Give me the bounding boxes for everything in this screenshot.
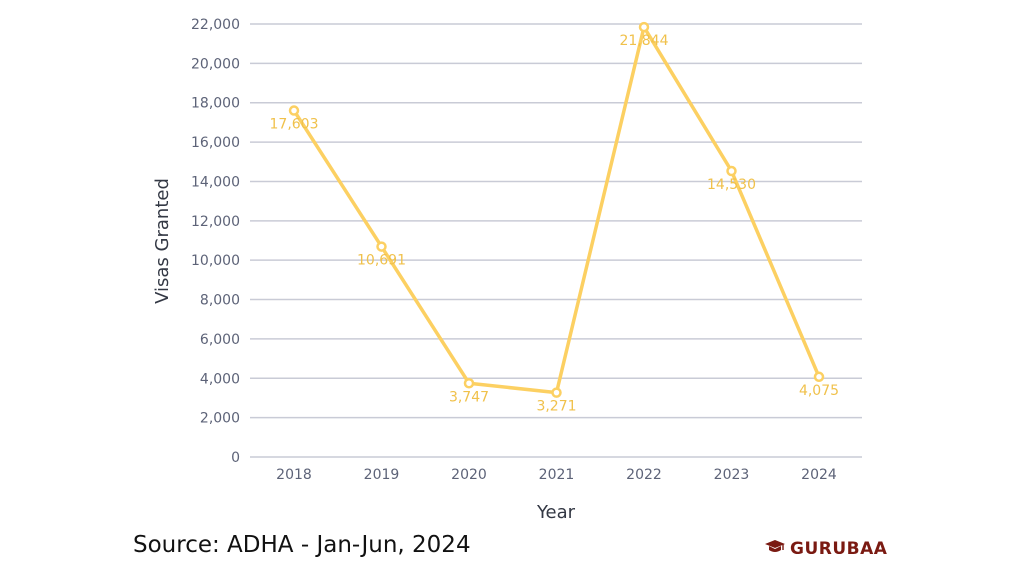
brand-logo: GURUBAA <box>764 539 887 559</box>
x-tick-label: 2019 <box>364 467 400 483</box>
grid-lines <box>250 23 862 458</box>
data-label: 3,747 <box>449 389 489 405</box>
y-tick-label: 4,000 <box>200 371 240 387</box>
series-line <box>292 25 821 395</box>
x-tick-label: 2024 <box>801 467 837 483</box>
source-caption: Source: ADHA - Jan-Jun, 2024 <box>133 532 471 558</box>
y-tick-label: 8,000 <box>200 293 240 309</box>
data-point <box>638 21 650 33</box>
data-point <box>551 387 562 398</box>
y-axis-label: Visas Granted <box>152 178 173 304</box>
x-tick-label: 2020 <box>451 467 487 483</box>
data-label: 10,691 <box>357 253 406 269</box>
y-tick-labels: 0 2,000 4,000 6,000 8,000 10,000 12,000 14,000 1… <box>191 17 240 466</box>
x-tick-label: 2018 <box>276 467 312 483</box>
data-label: 4,075 <box>799 383 839 399</box>
y-tick-label: 20,000 <box>191 56 240 72</box>
data-label: 14,530 <box>707 177 756 193</box>
y-tick-label: 6,000 <box>200 332 240 348</box>
brand-name: GURUBAA <box>790 539 888 559</box>
x-axis-label: Year <box>536 502 576 523</box>
y-tick-label: 12,000 <box>191 214 240 230</box>
data-labels: 17,603 10,691 3,747 3,271 21,844 14,530 4,075 <box>270 33 840 415</box>
graduation-cap-icon <box>764 539 786 559</box>
data-point <box>288 105 300 116</box>
x-tick-label: 2021 <box>539 467 575 483</box>
data-point <box>726 165 737 177</box>
y-tick-label: 10,000 <box>191 253 240 269</box>
y-tick-label: 22,000 <box>191 17 240 33</box>
series-visas-granted <box>288 21 825 398</box>
data-point <box>376 241 387 252</box>
y-tick-label: 18,000 <box>191 96 240 112</box>
x-tick-label: 2023 <box>714 467 750 483</box>
data-label: 21,844 <box>620 33 669 49</box>
y-tick-label: 14,000 <box>191 174 240 190</box>
y-tick-label: 2,000 <box>200 411 240 427</box>
data-point <box>463 378 475 389</box>
y-tick-label: 0 <box>231 450 240 466</box>
x-tick-labels: 2018 2019 2020 2021 2022 2023 2024 <box>276 467 837 483</box>
data-label: 17,603 <box>270 117 319 133</box>
data-point <box>813 371 825 383</box>
data-label: 3,271 <box>536 399 576 415</box>
x-tick-label: 2022 <box>626 467 662 483</box>
y-tick-label: 16,000 <box>191 135 240 151</box>
